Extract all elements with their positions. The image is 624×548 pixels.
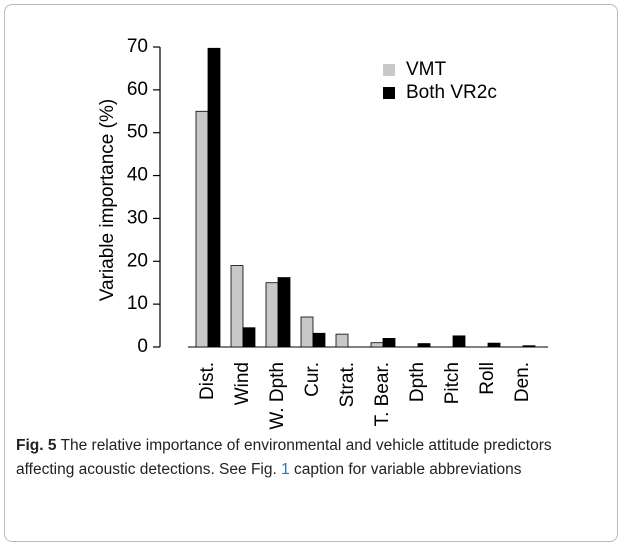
bar	[242, 327, 256, 348]
x-tick-label: T. Bear.	[372, 362, 393, 426]
legend-label: VMT	[406, 59, 447, 80]
caption-text: caption for variable abbreviations	[289, 460, 522, 478]
bar	[370, 342, 384, 348]
bar	[300, 316, 314, 348]
y-tick-label: 40	[127, 165, 148, 186]
caption-text: The relative importance of environmental…	[16, 437, 552, 478]
y-tick-label: 20	[127, 250, 148, 271]
bar	[312, 332, 326, 348]
x-tick-label: Strat.	[337, 362, 358, 407]
x-tick-label: Wind	[232, 362, 253, 405]
y-tick-label: 60	[127, 79, 148, 100]
y-tick-label: 30	[127, 207, 148, 228]
bar	[230, 265, 244, 348]
y-tick-label: 70	[127, 36, 148, 57]
bar	[522, 345, 536, 348]
legend-swatch	[383, 64, 395, 76]
x-tick-label: Roll	[477, 362, 498, 395]
chart: Variable importance (%) 0 10 20 30 40 50 60 70 D…	[97, 36, 548, 430]
bar	[265, 282, 279, 348]
legend-label: Both VR2c	[406, 82, 497, 103]
bar	[277, 277, 291, 348]
figure-frame	[4, 4, 618, 542]
x-tick-label: W. Dpth	[267, 362, 288, 430]
bar	[382, 338, 396, 348]
caption-link[interactable]: 1	[281, 460, 290, 478]
y-axis-label: Variable importance (%)	[97, 99, 118, 301]
bar	[487, 342, 501, 348]
bar	[195, 110, 209, 348]
y-tick-label: 0	[137, 336, 148, 357]
x-tick-label: Dpth	[407, 362, 428, 402]
x-tick-label: Dist.	[197, 362, 218, 400]
x-tick-label: Den.	[512, 362, 533, 402]
y-tick-label: 50	[127, 122, 148, 143]
y-tick-label: 10	[127, 293, 148, 314]
bar	[452, 335, 466, 348]
caption: Fig. 5 The relative importance of enviro…	[16, 434, 610, 481]
bar	[207, 47, 221, 348]
bar	[335, 333, 349, 348]
legend-swatch	[383, 87, 395, 99]
x-tick-label: Cur.	[302, 362, 323, 397]
bar	[417, 343, 431, 348]
caption-label: Fig. 5	[16, 437, 57, 454]
x-tick-label: Pitch	[442, 362, 463, 404]
